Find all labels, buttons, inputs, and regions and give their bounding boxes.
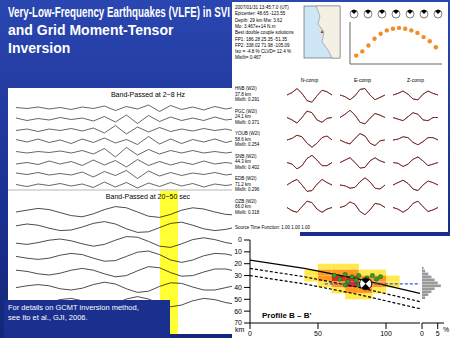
svg-text:20: 20 <box>234 260 242 267</box>
svg-text:30: 30 <box>234 272 242 279</box>
svg-text:66.0 km: 66.0 km <box>235 204 251 209</box>
svg-text:Very-Low-Frequency Earthquakes: Very-Low-Frequency Earthquakes (VLFE) in… <box>8 4 230 20</box>
html-text:For details on GCMT inversion: For details on GCMT inversion method, <box>8 303 139 312</box>
svg-text:37.8 km: 37.8 km <box>235 92 251 97</box>
svg-text:Misfit: 0.371: Misfit: 0.371 <box>235 120 260 125</box>
svg-text:FP1: 186.28 25.35 -51.35: FP1: 186.28 25.35 -51.35 <box>235 37 288 42</box>
svg-text:100: 100 <box>380 330 392 337</box>
svg-text:Epicenter: 48.65 -123.55: Epicenter: 48.65 -123.55 <box>235 11 286 16</box>
svg-text:Source Time Function: 1.00 1.0: Source Time Function: 1.00 1.00 1.00 <box>235 225 311 230</box>
svg-text:71.2 km: 71.2 km <box>235 182 251 187</box>
svg-text:70: 70 <box>234 319 242 326</box>
svg-text:Mo: 3.467e+14 N.m: Mo: 3.467e+14 N.m <box>235 24 276 29</box>
svg-text:50: 50 <box>234 296 242 303</box>
svg-text:10: 10 <box>234 248 242 255</box>
svg-text:Misfit: 0.254: Misfit: 0.254 <box>235 142 260 147</box>
svg-text:40: 40 <box>234 284 242 291</box>
svg-text:60: 60 <box>234 308 242 315</box>
svg-text:Misfit: 0.296: Misfit: 0.296 <box>235 187 260 192</box>
svg-text:Band-Passed at 2~8 Hz: Band-Passed at 2~8 Hz <box>111 91 186 98</box>
svg-text:50: 50 <box>314 330 322 337</box>
svg-text:5: 5 <box>436 330 440 337</box>
svg-text:58.6 km: 58.6 km <box>235 137 251 142</box>
svg-text:44.3 km: 44.3 km <box>235 159 251 164</box>
svg-text:Inversion: Inversion <box>8 40 70 56</box>
svg-text:0: 0 <box>248 330 252 337</box>
svg-text:YOUB (W2I): YOUB (W2I) <box>235 131 261 136</box>
svg-text:Misfit: 0.402: Misfit: 0.402 <box>235 165 260 170</box>
html-text:Profile B – B': Profile B – B' <box>262 311 312 320</box>
svg-text:Z-comp: Z-comp <box>407 77 424 83</box>
svg-text:Misfit: 0.318: Misfit: 0.318 <box>235 210 260 215</box>
svg-text:OZB (W2I): OZB (W2I) <box>235 199 257 204</box>
svg-text:Iso = -4.8 % CLVD= 12.4 %: Iso = -4.8 % CLVD= 12.4 % <box>235 49 291 54</box>
svg-text:FP2: 338.02 71.98 -105.09: FP2: 338.02 71.98 -105.09 <box>235 43 290 48</box>
svg-text:SNB (W2I): SNB (W2I) <box>235 154 257 159</box>
svg-text:Best double couple solutions: Best double couple solutions <box>235 30 294 35</box>
svg-text:and Grid Moment-Tensor: and Grid Moment-Tensor <box>8 22 174 38</box>
svg-text:2007/01/31 13:45:7.0 (UT): 2007/01/31 13:45:7.0 (UT) <box>235 5 289 10</box>
svg-text:Band-Passed at 20~50 sec: Band-Passed at 20~50 sec <box>106 193 191 200</box>
html-text:see Ito et al., GJI, 2006.: see Ito et al., GJI, 2006. <box>8 313 88 322</box>
svg-text:PGC (W2I): PGC (W2I) <box>235 109 258 114</box>
svg-text:E-comp: E-comp <box>354 77 371 83</box>
svg-text:HNB (W2I): HNB (W2I) <box>235 86 257 91</box>
svg-text:24.1 km: 24.1 km <box>235 114 251 119</box>
svg-text:0: 0 <box>238 236 242 243</box>
svg-text:N-comp: N-comp <box>301 77 319 83</box>
svg-text:Misfit= 0.467: Misfit= 0.467 <box>235 55 262 60</box>
svg-text:EDB (W2I): EDB (W2I) <box>235 176 257 181</box>
svg-text:0: 0 <box>420 330 424 337</box>
html-text:km: km <box>235 326 245 333</box>
svg-text:Misfit: 0.291: Misfit: 0.291 <box>235 97 260 102</box>
svg-text:Depth: 29 km Mw: 3.62: Depth: 29 km Mw: 3.62 <box>235 18 283 23</box>
